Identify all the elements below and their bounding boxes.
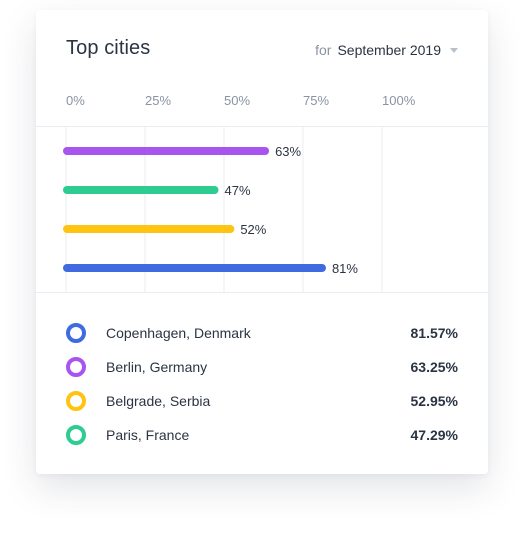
legend-item: Berlin, Germany 63.25% [66,350,458,384]
period-prefix: for [315,42,332,58]
circle-marker-icon [66,391,86,411]
x-tick-label: 25% [145,93,171,108]
data-label: 63% [275,144,301,159]
data-label: 47% [225,183,251,198]
x-tick-label: 50% [224,93,250,108]
card-title: Top cities [66,37,151,59]
data-label: 52% [240,222,266,237]
legend-city-name: Paris, France [106,427,190,443]
x-tick-label: 100% [382,93,416,108]
top-cities-card: Top cities for September 2019 0% 25% 50% 75… [36,10,488,474]
x-tick-label: 75% [303,93,329,108]
legend-city-name: Berlin, Germany [106,359,208,375]
legend-item: Copenhagen, Denmark 81.57% [66,316,458,350]
chevron-down-icon [450,48,458,53]
legend-percentage: 47.29% [410,427,458,443]
period-value: September 2019 [337,42,441,58]
legend-item: Belgrade, Serbia 52.95% [66,384,458,418]
x-tick-label: 0% [66,93,85,108]
circle-marker-icon [66,323,86,343]
legend-percentage: 52.95% [410,393,458,409]
data-label: 81% [332,261,358,276]
legend-city-name: Belgrade, Serbia [106,393,211,409]
city-legend: Copenhagen, Denmark 81.57% Berlin, Germany… [66,316,458,452]
chart-top-divider [36,126,488,127]
period-selector[interactable]: for September 2019 [315,42,458,58]
circle-marker-icon [66,425,86,445]
circle-marker-icon [66,357,86,377]
bar-chart: 0% 25% 50% 75% 100% 63% 47% 52% 81% [63,93,416,292]
chart-bottom-divider [36,292,488,293]
legend-percentage: 63.25% [410,359,458,375]
legend-city-name: Copenhagen, Denmark [106,325,251,341]
legend-item: Paris, France 47.29% [66,418,458,452]
legend-percentage: 81.57% [410,325,458,341]
